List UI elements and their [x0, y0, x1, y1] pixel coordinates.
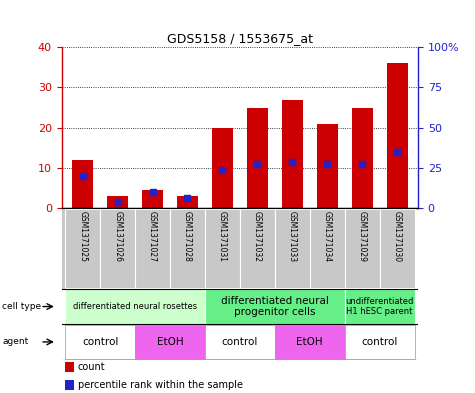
Bar [345, 289, 415, 324]
Text: percentile rank within the sample: percentile rank within the sample [78, 380, 243, 389]
Text: GSM1371025: GSM1371025 [78, 211, 87, 262]
Bar [275, 209, 310, 288]
Text: GSM1371030: GSM1371030 [392, 211, 401, 262]
Text: cell type: cell type [2, 302, 41, 311]
Text: GSM1371027: GSM1371027 [148, 211, 157, 262]
Bar [65, 380, 74, 390]
Bar [142, 190, 163, 208]
Text: GSM1371028: GSM1371028 [183, 211, 192, 262]
Point [184, 195, 191, 201]
Bar [65, 362, 74, 372]
Point [218, 167, 226, 173]
Bar [212, 128, 233, 208]
Text: control: control [82, 337, 118, 347]
Point [288, 159, 296, 165]
Point [358, 161, 366, 167]
Point [323, 161, 331, 167]
Bar [310, 209, 345, 288]
Bar [380, 209, 415, 288]
Point [254, 161, 261, 167]
Bar [177, 196, 198, 208]
Bar [205, 289, 345, 324]
Bar [240, 209, 275, 288]
Text: differentiated neural rosettes: differentiated neural rosettes [73, 302, 197, 311]
Bar [345, 325, 415, 359]
Bar [65, 209, 100, 288]
Text: control: control [361, 337, 398, 347]
Bar [352, 108, 372, 208]
Bar [72, 160, 93, 208]
Bar [247, 108, 268, 208]
Bar [170, 209, 205, 288]
Text: undifferentiated
H1 hESC parent: undifferentiated H1 hESC parent [345, 297, 414, 316]
Bar [275, 325, 345, 359]
Bar [135, 325, 205, 359]
Text: GSM1371026: GSM1371026 [113, 211, 122, 262]
Text: GSM1371029: GSM1371029 [358, 211, 367, 262]
Bar [107, 196, 128, 208]
Title: GDS5158 / 1553675_at: GDS5158 / 1553675_at [167, 31, 313, 44]
Point [114, 199, 122, 206]
Bar [387, 63, 408, 208]
Text: agent: agent [2, 338, 28, 346]
Bar [65, 325, 135, 359]
Text: count: count [78, 362, 105, 372]
Bar [282, 99, 303, 208]
Text: control: control [222, 337, 258, 347]
Point [149, 189, 156, 195]
Bar [205, 209, 240, 288]
Text: EtOH: EtOH [296, 337, 323, 347]
Bar [317, 124, 338, 208]
Bar [345, 209, 380, 288]
Point [393, 149, 401, 155]
Bar [205, 325, 275, 359]
Text: EtOH: EtOH [157, 337, 183, 347]
Bar [65, 289, 205, 324]
Bar [135, 209, 170, 288]
Text: GSM1371033: GSM1371033 [288, 211, 297, 262]
Text: differentiated neural
progenitor cells: differentiated neural progenitor cells [221, 296, 329, 317]
Bar [100, 209, 135, 288]
Text: GSM1371031: GSM1371031 [218, 211, 227, 262]
Text: GSM1371034: GSM1371034 [323, 211, 332, 262]
Text: GSM1371032: GSM1371032 [253, 211, 262, 262]
Point [79, 173, 86, 179]
